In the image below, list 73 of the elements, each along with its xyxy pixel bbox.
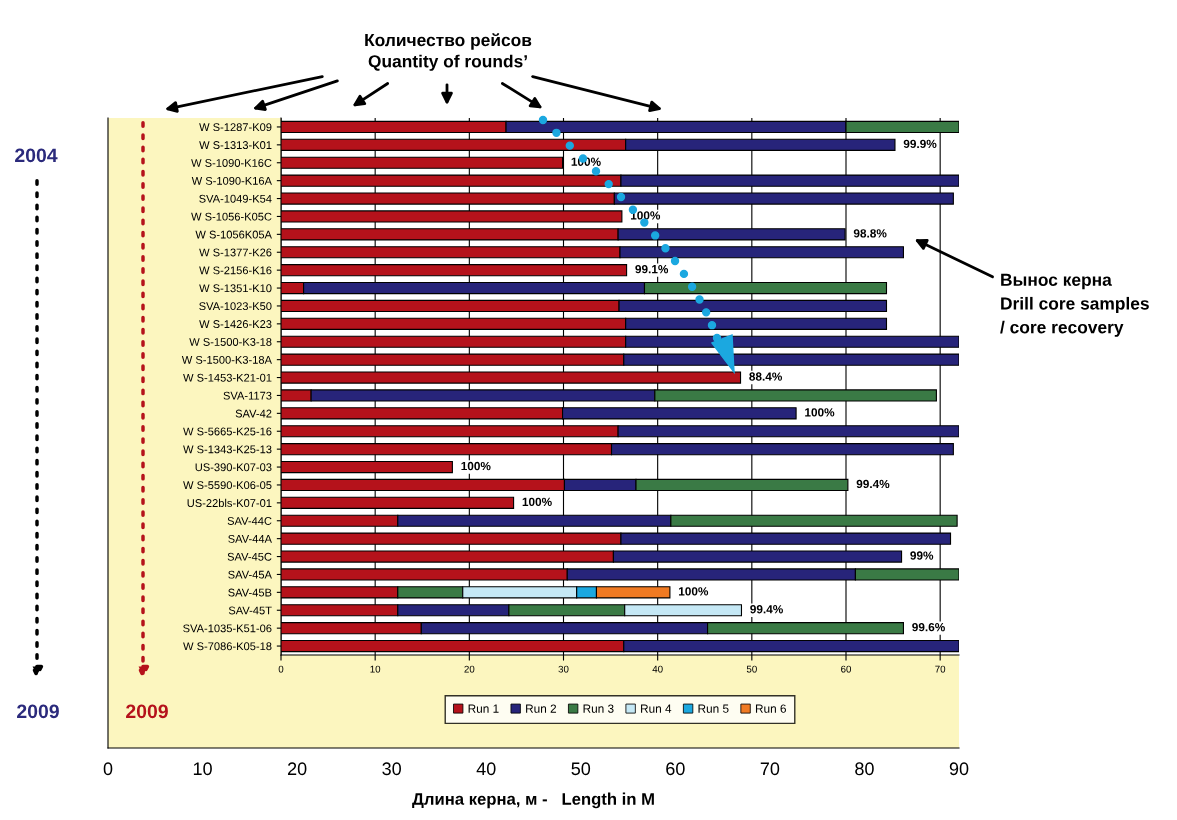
- x2-tick-label: 30: [382, 762, 401, 776]
- legend-label: Run 6: [755, 704, 786, 713]
- y-tick-label: W S-1500-K3-18A: [181, 355, 272, 364]
- x2-tick-label: 10: [193, 762, 212, 776]
- x-tick-label: 20: [464, 665, 475, 673]
- annotation: 100%: [461, 461, 491, 471]
- y-tick-label: W S-1343-K25-13: [183, 445, 272, 454]
- y-tick-label: W S-2156-K16: [199, 266, 272, 275]
- y-tick-label: W S-1377-K26: [199, 248, 272, 257]
- annotation: 99.9%: [903, 139, 937, 149]
- y-tick-label: W S-1090-K16A: [191, 176, 272, 185]
- y-tick-label: W S-1500-K3-18: [189, 338, 272, 346]
- chart-title: Количество рейсов Quantity of rounds’: [365, 33, 532, 71]
- y-tick-label: SVA-1173: [223, 391, 272, 400]
- annotation: 99.4%: [856, 479, 890, 489]
- legend-label: Run 4: [641, 704, 672, 713]
- y-tick-label: W S-1453-K21-01: [183, 373, 272, 382]
- x-tick-label: 50: [746, 665, 757, 673]
- y-tick-label: SAV-44C: [227, 517, 272, 525]
- text: 2009: [17, 704, 59, 719]
- annotation: 88.4%: [749, 372, 783, 381]
- legend-label: Run 3: [583, 704, 614, 713]
- x2-tick-label: 80: [855, 762, 874, 776]
- y-tick-label: W S-1351-K10: [199, 284, 272, 293]
- x2-tick-label: 0: [103, 762, 113, 776]
- y-tick-label: SAV-45A: [228, 570, 272, 579]
- text: Вынос керна Drill core samples / core recovery: [1000, 273, 1149, 337]
- y-tick-label: W S-1426-K23: [199, 320, 272, 328]
- x-tick-label: 60: [841, 665, 852, 673]
- annotation: 100%: [630, 211, 661, 220]
- x2-tick-label: 70: [760, 762, 780, 776]
- x-tick-label: 40: [652, 665, 663, 673]
- x2-axis-title: Длина керна, м - Length in M: [412, 792, 654, 809]
- legend-label: Run 1: [468, 704, 499, 713]
- y-tick-label: W S-1056-K05C: [191, 212, 272, 221]
- y-tick-label: SAV-42: [235, 409, 272, 418]
- annotation: 98.8%: [853, 229, 887, 238]
- y-tick-label: SVA-1049-K54: [199, 194, 272, 203]
- annotation: 99.1%: [635, 264, 669, 274]
- annotation: 100%: [522, 497, 552, 507]
- annotation: 100%: [805, 408, 835, 417]
- legend-label: Run 5: [698, 704, 729, 713]
- x2-tick-label: 90: [949, 762, 969, 776]
- text: 2004: [15, 148, 58, 163]
- y-tick-label: W S-7086-K05-18: [183, 642, 272, 651]
- annotation: 99%: [910, 551, 934, 560]
- annotation: 99.4%: [750, 605, 783, 614]
- y-tick-label: W S-1090-K16C: [191, 159, 272, 167]
- annotation: 100%: [678, 587, 709, 596]
- y-tick-label: SVA-1023-K50: [199, 302, 272, 311]
- x-tick-label: 70: [935, 665, 946, 673]
- y-tick-label: SAV-45T: [228, 606, 272, 615]
- y-tick-label: W S-5590-K06-05: [183, 481, 272, 490]
- y-tick-label: SVA-1035-K51-06: [183, 624, 272, 633]
- x-tick-label: 10: [370, 665, 381, 673]
- y-tick-label: US-390-K07-03: [195, 463, 272, 472]
- y-tick-label: SAV-45C: [227, 552, 272, 561]
- y-tick-label: W S-1313-K01: [199, 141, 272, 149]
- x-tick-label: 0: [278, 665, 284, 673]
- y-tick-label: US-22bls-K07-01: [187, 498, 272, 507]
- text: 2009: [126, 704, 168, 719]
- y-tick-label: W S-1287-K09: [199, 123, 272, 132]
- annotation: 99.6%: [912, 622, 945, 632]
- x2-tick-label: 60: [666, 762, 685, 776]
- y-tick-label: SAV-44A: [228, 534, 272, 543]
- x2-tick-label: 40: [476, 762, 496, 776]
- y-tick-label: W S-1056K05A: [195, 230, 272, 239]
- y-tick-label: W S-5665-K25-16: [183, 427, 272, 436]
- x2-tick-label: 50: [571, 762, 591, 776]
- x-tick-label: 30: [558, 665, 569, 673]
- legend-label: Run 2: [526, 704, 557, 713]
- x2-tick-label: 20: [287, 762, 307, 776]
- y-tick-label: SAV-45B: [228, 588, 272, 597]
